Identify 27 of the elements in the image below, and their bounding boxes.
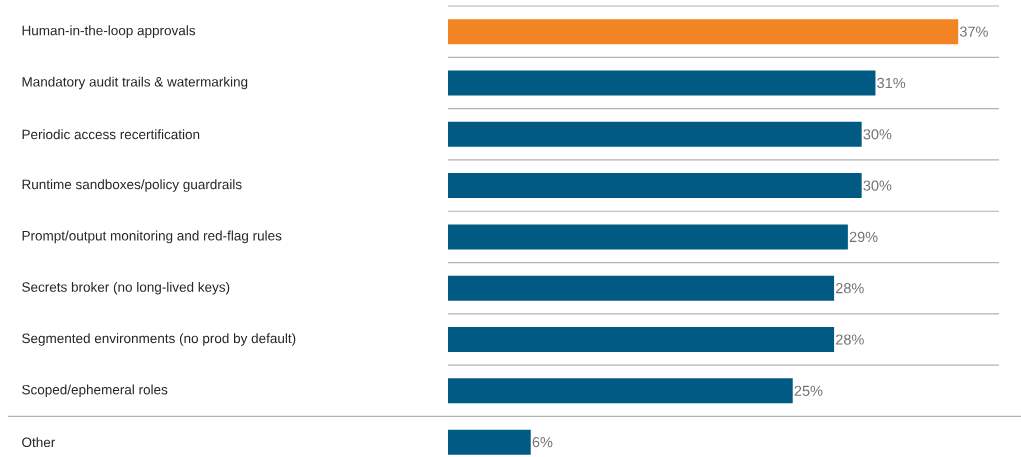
bar — [448, 173, 862, 199]
data-label: 30% — [863, 180, 892, 191]
bar — [448, 70, 876, 96]
y-tick-label: Runtime sandboxes/policy guardrails — [22, 179, 242, 192]
y-tick-label: Human-in-the-loop approvals — [22, 25, 196, 38]
bar — [448, 327, 835, 353]
bar — [448, 275, 835, 301]
bar — [448, 429, 531, 455]
data-label: 29% — [849, 231, 878, 243]
data-label: 31% — [877, 77, 906, 89]
data-label: 28% — [836, 334, 864, 345]
y-tick-label: Periodic access recertification — [22, 129, 200, 140]
bar — [448, 19, 959, 45]
data-label: 6% — [532, 436, 553, 448]
data-label: 37% — [959, 26, 988, 37]
bar — [448, 378, 793, 404]
bar — [448, 224, 848, 250]
data-label: 28% — [836, 283, 864, 294]
bar — [448, 121, 862, 147]
data-label: 25% — [794, 385, 823, 396]
y-tick-label: Mandatory audit trails & watermarking — [22, 76, 248, 90]
y-tick-label: Scoped/ephemeral roles — [22, 384, 168, 398]
y-tick-label: Segmented environments (no prod by default) — [22, 333, 296, 346]
y-tick-label: Secrets broker (no long-lived keys) — [22, 281, 230, 295]
data-label: 30% — [863, 129, 892, 140]
y-tick-label: Other — [22, 437, 56, 448]
y-tick-label: Prompt/output monitoring and red-flag rules — [22, 230, 282, 244]
